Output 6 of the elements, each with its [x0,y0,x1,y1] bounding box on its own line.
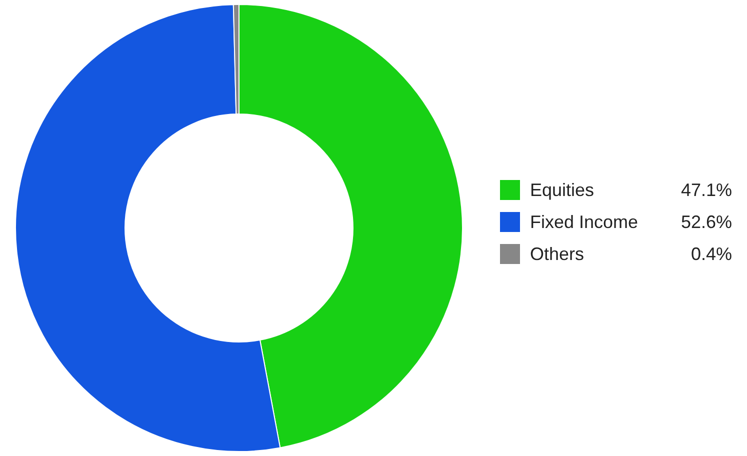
data-label: 47.1% [680,180,732,200]
legend-label: Others [530,244,586,264]
data-label: 0.4% [690,244,732,264]
legend-label: Fixed Income [530,212,640,232]
data-label: 52.6% [680,212,732,232]
legend-label: Equities [530,180,596,200]
